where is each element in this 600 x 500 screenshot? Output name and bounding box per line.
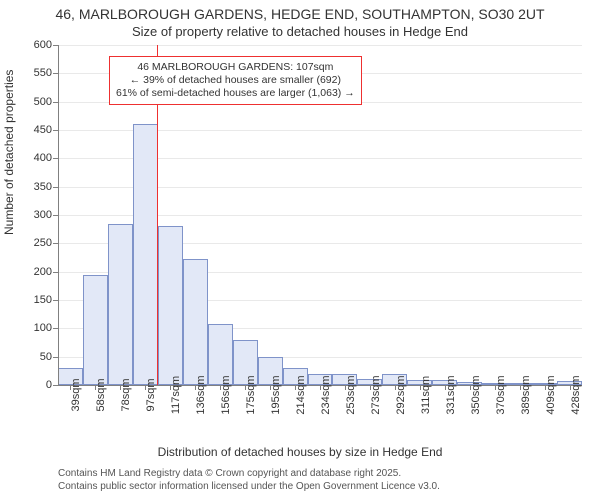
xtick-label: 370sqm	[495, 375, 507, 414]
xtick-label: 117sqm	[170, 376, 182, 414]
ytick-label: 400	[24, 152, 52, 164]
xtick-label: 58sqm	[95, 378, 107, 411]
ytick-label: 250	[24, 237, 52, 249]
ytick-label: 50	[24, 351, 52, 363]
xtick-label: 409sqm	[545, 375, 557, 414]
ytick-label: 300	[24, 209, 52, 221]
xtick-label: 350sqm	[470, 375, 482, 414]
ytick-label: 100	[24, 322, 52, 334]
title-block: 46, MARLBOROUGH GARDENS, HEDGE END, SOUT…	[0, 0, 600, 40]
chart-container: 46, MARLBOROUGH GARDENS, HEDGE END, SOUT…	[0, 0, 600, 500]
histogram-bar	[158, 226, 183, 385]
histogram-bar	[133, 124, 158, 385]
ytick-label: 200	[24, 266, 52, 278]
xtick-label: 214sqm	[295, 375, 307, 414]
xtick-label: 389sqm	[520, 375, 532, 414]
xtick-label: 234sqm	[320, 375, 332, 414]
histogram-bar	[108, 224, 133, 386]
xtick-label: 253sqm	[345, 375, 357, 414]
annotation-line-1: 46 MARLBOROUGH GARDENS: 107sqm	[116, 61, 355, 74]
xtick-label: 292sqm	[395, 375, 407, 414]
footer-attribution: Contains HM Land Registry data © Crown c…	[58, 468, 440, 493]
xtick-label: 136sqm	[195, 375, 207, 414]
ytick-label: 350	[24, 181, 52, 193]
histogram-bar	[183, 259, 208, 385]
xtick-label: 175sqm	[245, 375, 257, 414]
gridline	[58, 45, 582, 46]
y-axis-line	[58, 45, 59, 385]
xtick-label: 78sqm	[120, 378, 132, 411]
xtick-label: 97sqm	[145, 378, 157, 411]
ytick-label: 150	[24, 294, 52, 306]
annotation-line-2: ← 39% of detached houses are smaller (69…	[116, 74, 355, 87]
xtick-label: 195sqm	[270, 375, 282, 414]
title-main: 46, MARLBOROUGH GARDENS, HEDGE END, SOUT…	[0, 6, 600, 24]
footer-line-2: Contains public sector information licen…	[58, 481, 440, 494]
ytick-label: 600	[24, 39, 52, 51]
footer-line-1: Contains HM Land Registry data © Crown c…	[58, 468, 440, 481]
xtick-label: 156sqm	[220, 375, 232, 414]
ytick-label: 450	[24, 124, 52, 136]
x-axis-label: Distribution of detached houses by size …	[0, 445, 600, 459]
marker-annotation: 46 MARLBOROUGH GARDENS: 107sqm ← 39% of …	[109, 56, 362, 105]
xtick-label: 428sqm	[570, 375, 582, 414]
title-sub: Size of property relative to detached ho…	[0, 24, 600, 40]
histogram-bar	[83, 275, 108, 386]
xtick-label: 311sqm	[420, 376, 432, 414]
ytick-label: 500	[24, 96, 52, 108]
y-axis-label: Number of detached properties	[2, 70, 16, 235]
ytick-label: 550	[24, 67, 52, 79]
xtick-label: 273sqm	[370, 375, 382, 414]
xtick-label: 331sqm	[445, 375, 457, 414]
xtick-label: 39sqm	[70, 378, 82, 411]
annotation-line-3: 61% of semi-detached houses are larger (…	[116, 87, 355, 100]
ytick-label: 0	[24, 379, 52, 391]
